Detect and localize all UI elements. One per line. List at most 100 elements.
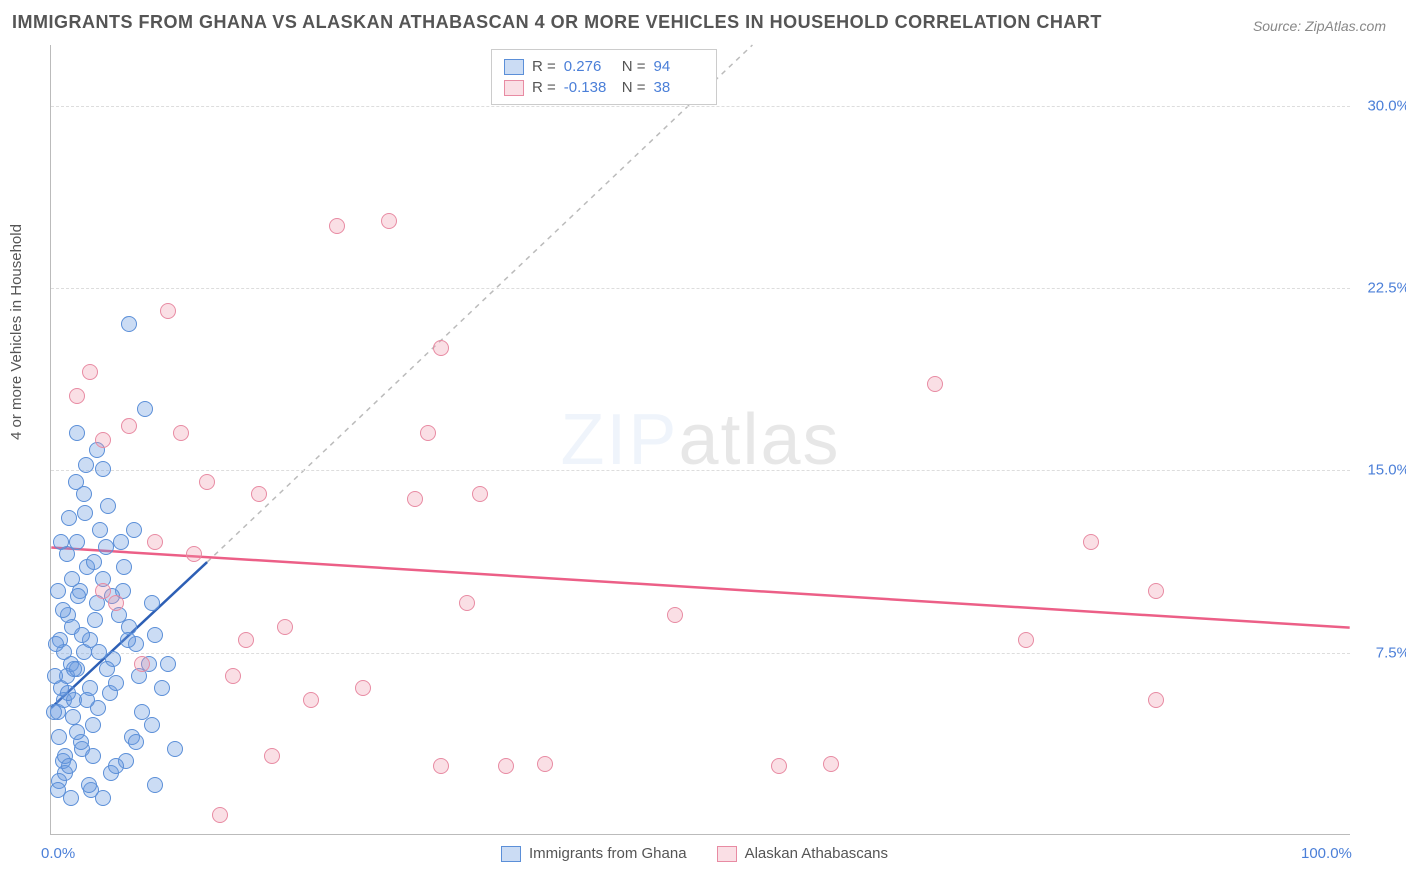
trend-lines	[51, 45, 1350, 834]
gridline	[51, 653, 1350, 654]
stat-n-label: N =	[622, 58, 646, 75]
data-point	[173, 425, 189, 441]
data-point	[85, 748, 101, 764]
data-point	[160, 656, 176, 672]
legend-label: Alaskan Athabascans	[745, 845, 888, 862]
data-point	[303, 692, 319, 708]
watermark: ZIPatlas	[560, 399, 840, 481]
data-point	[77, 505, 93, 521]
y-axis-label: 4 or more Vehicles in Household	[8, 224, 25, 440]
data-point	[85, 717, 101, 733]
data-point	[329, 218, 345, 234]
data-point	[238, 632, 254, 648]
data-point	[433, 340, 449, 356]
data-point	[160, 303, 176, 319]
data-point	[99, 661, 115, 677]
data-point	[50, 782, 66, 798]
data-point	[95, 583, 111, 599]
data-point	[69, 724, 85, 740]
data-point	[264, 748, 280, 764]
data-point	[98, 539, 114, 555]
stat-n-value: 38	[654, 79, 704, 96]
data-point	[121, 418, 137, 434]
series-legend: Immigrants from Ghana Alaskan Athabascan…	[501, 845, 888, 862]
y-tick-label: 22.5%	[1367, 280, 1406, 297]
stat-r-label: R =	[532, 58, 556, 75]
data-point	[91, 644, 107, 660]
data-point	[498, 758, 514, 774]
legend-swatch	[501, 846, 521, 862]
stat-r-label: R =	[532, 79, 556, 96]
data-point	[95, 790, 111, 806]
data-point	[667, 607, 683, 623]
legend-label: Immigrants from Ghana	[529, 845, 687, 862]
y-tick-label: 7.5%	[1376, 644, 1406, 661]
data-point	[1148, 692, 1164, 708]
data-point	[87, 612, 103, 628]
data-point	[60, 685, 76, 701]
data-point	[199, 474, 215, 490]
data-point	[86, 554, 102, 570]
data-point	[277, 619, 293, 635]
data-point	[147, 627, 163, 643]
data-point	[53, 534, 69, 550]
data-point	[66, 661, 82, 677]
data-point	[61, 510, 77, 526]
data-point	[116, 559, 132, 575]
stat-r-value: -0.138	[564, 79, 614, 96]
data-point	[64, 571, 80, 587]
legend-item: Immigrants from Ghana	[501, 845, 687, 862]
data-point	[154, 680, 170, 696]
data-point	[186, 546, 202, 562]
source-attribution: Source: ZipAtlas.com	[1253, 18, 1386, 34]
data-point	[537, 756, 553, 772]
data-point	[108, 595, 124, 611]
legend-swatch	[504, 59, 524, 75]
data-point	[433, 758, 449, 774]
data-point	[1018, 632, 1034, 648]
data-point	[407, 491, 423, 507]
data-point	[55, 602, 71, 618]
gridline	[51, 470, 1350, 471]
data-point	[79, 692, 95, 708]
data-point	[47, 668, 63, 684]
stats-legend-row: R = -0.138 N = 38	[504, 77, 704, 98]
data-point	[126, 522, 142, 538]
data-point	[51, 729, 67, 745]
data-point	[147, 777, 163, 793]
data-point	[459, 595, 475, 611]
data-point	[121, 316, 137, 332]
stat-n-value: 94	[654, 58, 704, 75]
data-point	[76, 486, 92, 502]
gridline	[51, 288, 1350, 289]
data-point	[108, 675, 124, 691]
data-point	[134, 656, 150, 672]
stats-legend-row: R = 0.276 N = 94	[504, 56, 704, 77]
y-tick-label: 30.0%	[1367, 97, 1406, 114]
data-point	[50, 583, 66, 599]
legend-swatch	[504, 80, 524, 96]
data-point	[128, 734, 144, 750]
plot-area: ZIPatlas R = 0.276 N = 94 R = -0.138 N =…	[50, 45, 1350, 835]
x-tick-label: 0.0%	[41, 845, 75, 862]
data-point	[771, 758, 787, 774]
data-point	[212, 807, 228, 823]
data-point	[167, 741, 183, 757]
legend-item: Alaskan Athabascans	[717, 845, 888, 862]
data-point	[251, 486, 267, 502]
data-point	[92, 522, 108, 538]
stats-legend: R = 0.276 N = 94 R = -0.138 N = 38	[491, 49, 717, 105]
data-point	[69, 425, 85, 441]
data-point	[61, 758, 77, 774]
data-point	[95, 432, 111, 448]
data-point	[48, 636, 64, 652]
gridline	[51, 106, 1350, 107]
data-point	[137, 401, 153, 417]
data-point	[1083, 534, 1099, 550]
correlation-chart: IMMIGRANTS FROM GHANA VS ALASKAN ATHABAS…	[0, 0, 1406, 892]
data-point	[1148, 583, 1164, 599]
data-point	[144, 717, 160, 733]
data-point	[823, 756, 839, 772]
data-point	[108, 758, 124, 774]
legend-swatch	[717, 846, 737, 862]
